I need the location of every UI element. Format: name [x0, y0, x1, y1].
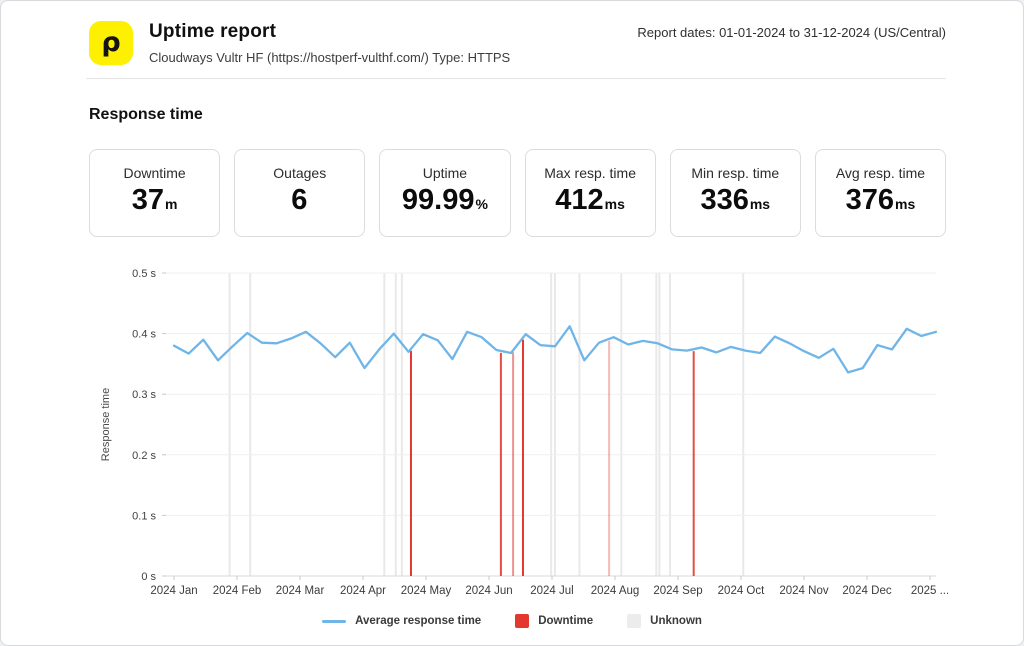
x-tick-label: 2024 Oct [718, 585, 765, 597]
logo-letter: ρ [101, 26, 121, 58]
x-tick-label: 2024 Jan [150, 585, 197, 597]
stat-unit: m [164, 196, 178, 212]
x-tick-label: 2024 Jun [465, 585, 512, 597]
stats-row: Downtime 37m Outages 6 Uptime 99.99% Max… [89, 149, 947, 237]
x-tick-label: 2024 Mar [276, 585, 325, 597]
response-time-chart: 0 s 0.1 s 0.2 s 0.3 s 0.4 s 0.5 s 2024 Jan 2024… [86, 251, 1023, 608]
response-time-chart-svg: 0 s 0.1 s 0.2 s 0.3 s 0.4 s 0.5 s 2024 Jan 2024… [100, 268, 949, 597]
legend-item-downtime: Downtime [515, 614, 593, 628]
stat-label: Uptime [422, 165, 468, 181]
stat-card-uptime: Uptime 99.99% [379, 149, 511, 237]
stat-value: 376ms [845, 184, 916, 216]
legend-item-average-response-time: Average response time [322, 615, 481, 627]
legend-swatch-square [515, 614, 530, 628]
stat-unit: ms [749, 196, 771, 212]
stat-unit: ms [895, 196, 916, 212]
report-header: ρ Uptime report Cloudways Vultr HF (http… [1, 1, 1023, 65]
header-text: Uptime report Cloudways Vultr HF (https:… [149, 21, 637, 65]
average-response-time-line [172, 325, 938, 374]
stat-value: 99.99% [401, 184, 488, 216]
section-title: Response time [89, 106, 203, 123]
stat-card-avg-resp-time: Avg resp. time 376ms [814, 149, 947, 237]
stat-card-max-resp-time: Max resp. time 412ms [524, 149, 656, 237]
stat-label: Downtime [123, 165, 186, 181]
x-tick-label: 2024 Nov [779, 585, 828, 597]
legend-label: Average response time [355, 615, 482, 627]
stat-value: 6 [291, 184, 308, 216]
y-axis-title: Response time [100, 388, 112, 461]
stat-label: Avg resp. time [835, 165, 926, 181]
y-tick-label: 0 s [141, 571, 156, 583]
x-tick-label: 2024 Apr [340, 585, 386, 597]
stat-label: Max resp. time [544, 165, 636, 181]
report-dates: Report dates: 01-01-2024 to 31-12-2024 (… [637, 25, 946, 40]
x-tick-label: 2024 Dec [842, 585, 891, 597]
stat-unit: % [475, 196, 488, 212]
stat-value: 412ms [555, 184, 625, 216]
x-tick-label: 2024 Jul [530, 585, 573, 597]
pingdom-logo-icon: ρ [89, 21, 133, 65]
page-subtitle: Cloudways Vultr HF (https://hostperf-vul… [149, 50, 511, 65]
stat-unit: ms [604, 196, 625, 212]
x-tick-label: 2025 ... [911, 585, 948, 597]
stat-card-min-resp-time: Min resp. time 336ms [669, 149, 801, 237]
stat-card-outages: Outages 6 [234, 149, 366, 237]
y-tick-label: 0.4 s [132, 329, 156, 341]
stat-value: 37m [131, 184, 178, 216]
y-tick-label: 0.1 s [132, 510, 156, 522]
stat-label: Outages [273, 165, 327, 181]
x-tick-label: 2024 Feb [213, 585, 262, 597]
stat-value: 336ms [700, 184, 771, 216]
x-tick-label: 2024 Sep [653, 585, 702, 597]
legend-swatch-line [322, 619, 347, 623]
legend-item-unknown: Unknown [627, 614, 702, 628]
x-tick-label: 2024 Aug [591, 585, 640, 597]
legend-label: Unknown [650, 615, 702, 627]
y-tick-label: 0.5 s [132, 268, 156, 280]
stat-label: Min resp. time [691, 165, 780, 181]
chart-legend: Average response time Downtime Unknown [1, 614, 1023, 628]
page-title: Uptime report [149, 21, 277, 42]
legend-swatch-square [627, 614, 642, 628]
y-tick-label: 0.3 s [132, 389, 156, 401]
stat-card-downtime: Downtime 37m [89, 149, 221, 237]
x-tick-label: 2024 May [401, 585, 452, 597]
y-tick-label: 0.2 s [132, 450, 156, 462]
header-divider [86, 78, 946, 79]
legend-label: Downtime [538, 615, 594, 627]
